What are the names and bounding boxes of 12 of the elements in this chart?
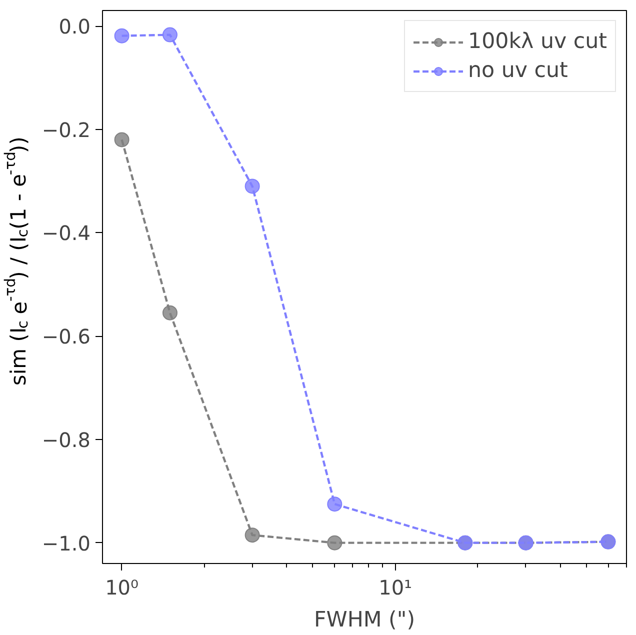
x-tick-label: 10¹ xyxy=(378,576,412,600)
y-tick-label: −0.8 xyxy=(42,428,91,452)
y-tick-label: −0.2 xyxy=(42,118,91,142)
legend-label: no uv cut xyxy=(468,58,568,83)
legend-label: 100kλ uv cut xyxy=(468,29,607,54)
y-tick-label: −0.6 xyxy=(42,324,91,349)
y-tick-label: −0.4 xyxy=(42,221,91,246)
text: sim (Ic e-τd) / (Ic(1 - e-τd)) xyxy=(2,136,32,386)
y-tick-label: −1.0 xyxy=(42,531,91,556)
y-tick-label: 0.0 xyxy=(58,14,91,39)
x-axis-title: FWHM (") xyxy=(314,608,416,632)
x-tick-label: 10⁰ xyxy=(105,576,139,600)
